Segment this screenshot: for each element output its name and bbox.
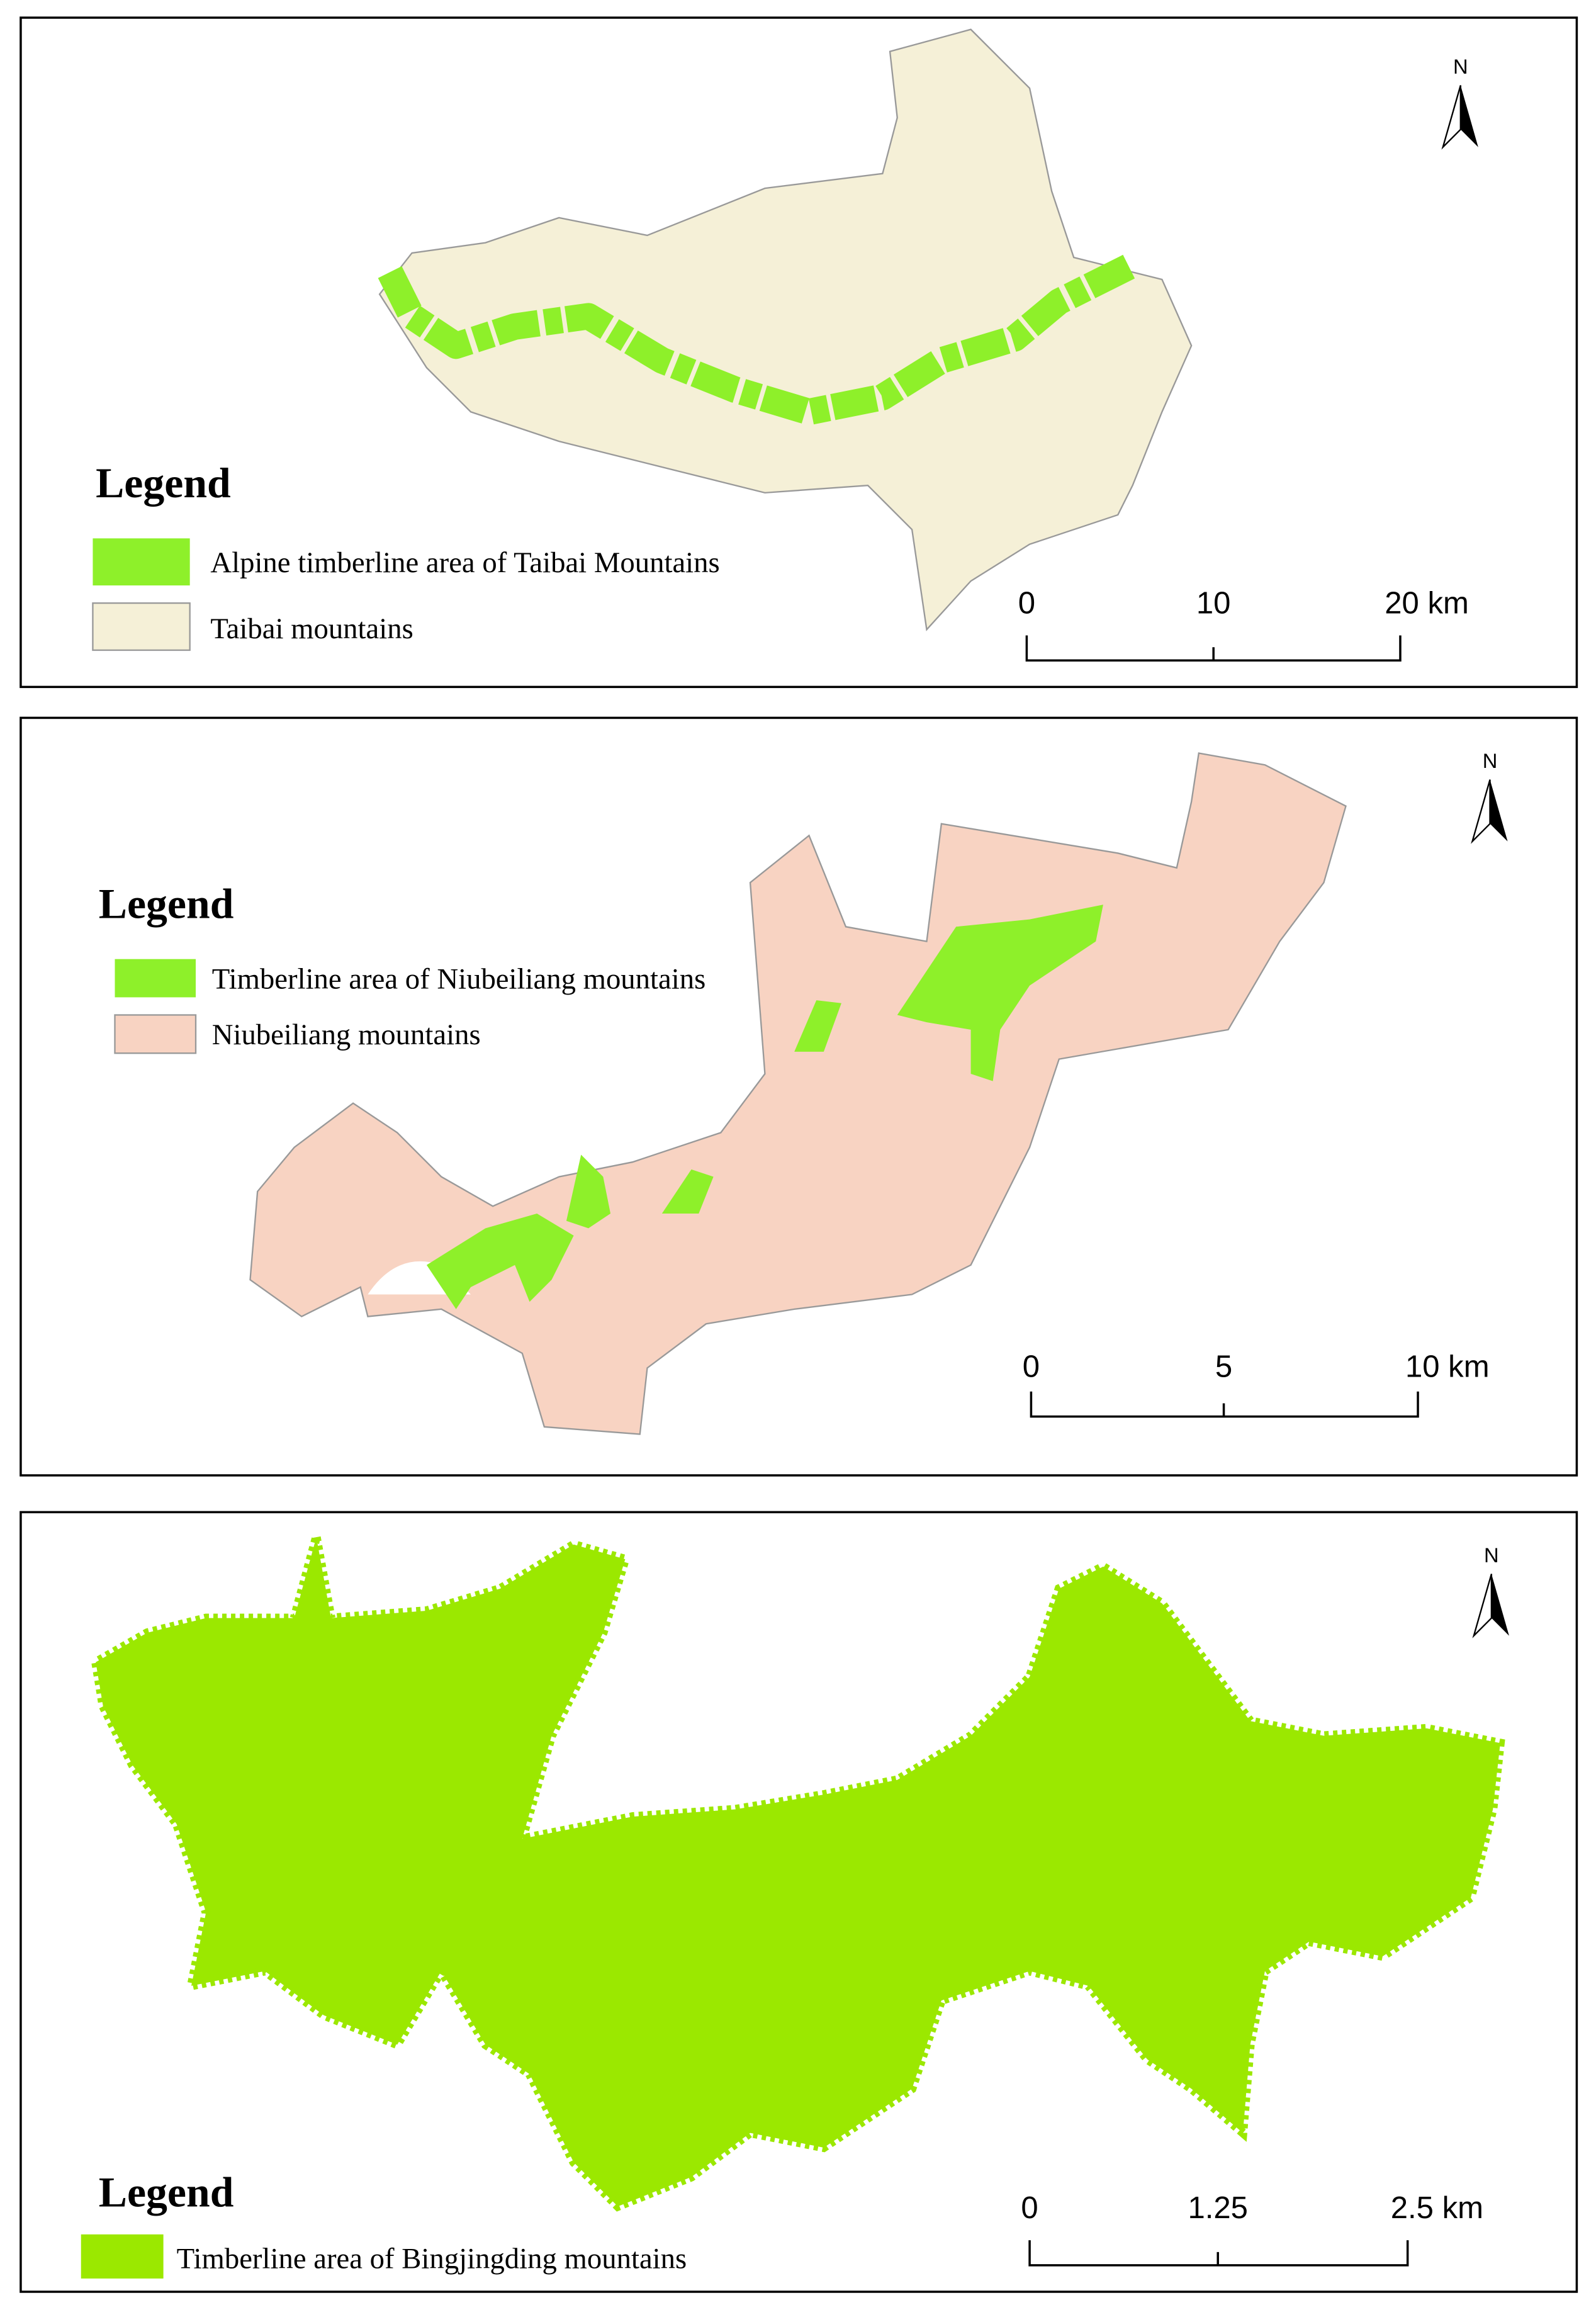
legend-item: Timberline area of Bingjingding mountain… <box>177 2243 687 2275</box>
legend-swatch <box>115 959 196 998</box>
scale-label: 10 km <box>1405 1350 1490 1384</box>
north-label: N <box>1484 1543 1499 1567</box>
panel-taibai: N Legend Alpine timberline area of Taiba… <box>20 16 1578 689</box>
scale-bar: 0 1.25 2.5 km <box>1021 2191 1483 2267</box>
scale-label: 1.25 <box>1188 2191 1248 2225</box>
legend-swatch <box>114 1014 197 1054</box>
north-arrow: N <box>1471 749 1508 844</box>
scale-label: 0 <box>1023 1350 1040 1384</box>
legend-swatch <box>93 538 190 586</box>
scale-label: 5 <box>1215 1350 1232 1384</box>
scale-bar: 0 10 20 km <box>1018 587 1469 662</box>
north-label: N <box>1453 55 1468 78</box>
scale-label: 20 km <box>1385 587 1469 621</box>
scale-label: 0 <box>1018 587 1035 621</box>
scale-bar: 0 5 10 km <box>1023 1350 1490 1418</box>
panel-frame <box>20 1511 1578 2293</box>
legend-title: Legend <box>99 880 234 927</box>
legend-item: Taibai mountains <box>210 612 413 645</box>
panel-frame <box>20 716 1578 1477</box>
legend-title: Legend <box>99 2168 234 2216</box>
mountain-area <box>378 28 1193 631</box>
legend-item: Niubeiliang mountains <box>212 1018 481 1051</box>
timberline-area <box>426 905 1103 1309</box>
scale-label: 10 <box>1196 587 1231 621</box>
panel-frame <box>20 16 1578 689</box>
legend-item: Timberline area of Niubeiliang mountains <box>212 962 706 995</box>
scale-label: 2.5 km <box>1391 2191 1483 2225</box>
timberline-area <box>378 252 1139 425</box>
timberline-area <box>91 1536 1505 2212</box>
legend-item: Alpine timberline area of Taibai Mountai… <box>210 546 719 579</box>
north-label: N <box>1483 749 1498 772</box>
legend-swatch <box>81 2234 164 2279</box>
panel-bingjingding: N Legend Timberline area of Bingjingding… <box>20 1511 1578 2293</box>
legend-title: Legend <box>96 459 231 507</box>
panel-niubeiliang: N Legend Timberline area of Niubeiliang … <box>20 716 1578 1477</box>
north-arrow: N <box>1441 55 1478 150</box>
scale-label: 0 <box>1021 2191 1038 2225</box>
legend-swatch <box>92 602 191 651</box>
